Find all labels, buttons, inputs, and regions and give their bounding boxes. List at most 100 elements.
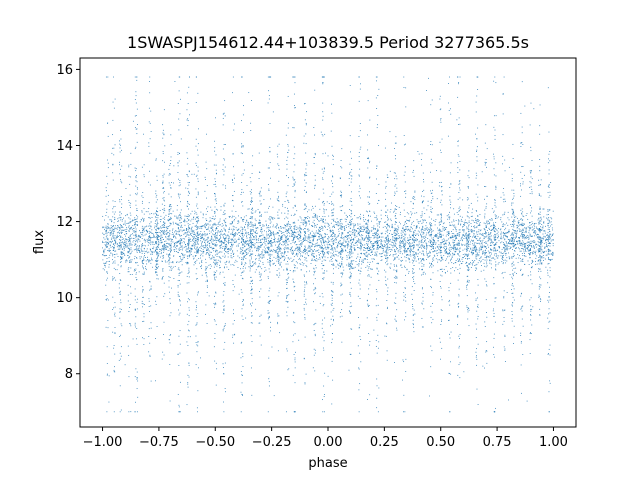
data-point xyxy=(517,243,519,245)
data-point xyxy=(460,218,462,220)
data-point xyxy=(191,245,193,247)
data-point xyxy=(226,266,228,268)
data-point xyxy=(386,251,388,253)
data-point xyxy=(154,227,156,229)
data-point xyxy=(213,256,215,258)
data-point xyxy=(441,239,443,241)
data-point xyxy=(493,238,495,240)
data-point xyxy=(552,253,554,255)
data-point xyxy=(388,225,389,227)
data-point xyxy=(253,263,255,264)
data-point xyxy=(276,223,278,225)
data-point xyxy=(415,254,417,256)
data-point xyxy=(380,209,382,211)
data-point xyxy=(208,256,210,258)
data-point xyxy=(410,226,412,228)
data-point xyxy=(424,229,426,231)
data-point xyxy=(259,242,261,244)
data-point xyxy=(344,236,346,238)
data-point xyxy=(130,247,132,249)
data-point xyxy=(193,240,195,242)
data-point xyxy=(352,252,354,254)
data-point xyxy=(534,232,536,234)
data-point xyxy=(139,256,141,258)
data-point xyxy=(347,216,348,217)
data-point xyxy=(321,218,323,220)
data-point xyxy=(540,242,542,244)
data-point xyxy=(125,224,127,226)
data-point xyxy=(493,211,495,213)
data-point xyxy=(148,260,150,262)
data-point xyxy=(316,245,318,247)
data-point xyxy=(533,231,535,233)
data-point xyxy=(162,238,164,240)
data-point xyxy=(459,244,460,246)
data-point xyxy=(362,230,364,232)
data-point xyxy=(443,268,445,270)
data-point xyxy=(321,243,323,245)
data-point xyxy=(193,258,195,260)
data-point xyxy=(169,245,171,247)
data-point xyxy=(311,225,312,226)
data-point xyxy=(359,259,360,261)
data-point xyxy=(318,236,319,238)
data-point xyxy=(398,221,400,223)
data-point xyxy=(469,233,471,235)
data-point xyxy=(396,228,398,230)
data-point xyxy=(129,253,131,255)
data-point xyxy=(534,235,536,237)
data-point xyxy=(405,228,407,230)
data-point xyxy=(336,222,338,224)
data-point xyxy=(365,243,367,245)
data-point xyxy=(471,215,473,217)
data-point xyxy=(372,243,374,244)
data-point xyxy=(528,252,530,254)
data-point xyxy=(505,248,507,250)
data-point xyxy=(193,264,195,266)
data-point xyxy=(394,235,396,237)
data-point xyxy=(225,236,227,238)
data-point xyxy=(351,260,353,261)
data-point xyxy=(537,228,539,230)
data-point xyxy=(107,216,109,218)
data-point xyxy=(444,229,445,231)
data-point xyxy=(381,245,383,246)
data-point xyxy=(350,274,352,276)
data-point xyxy=(403,246,405,248)
data-point xyxy=(386,243,388,245)
data-point xyxy=(461,262,463,264)
data-point xyxy=(271,243,273,245)
data-point xyxy=(529,222,531,223)
data-point xyxy=(500,233,502,235)
data-point xyxy=(266,240,267,242)
data-point xyxy=(387,238,389,239)
data-point xyxy=(319,208,321,210)
data-point xyxy=(271,232,272,234)
data-point xyxy=(287,244,289,246)
data-point xyxy=(315,260,317,262)
data-point xyxy=(209,243,211,245)
data-point xyxy=(278,245,280,247)
data-point xyxy=(269,261,271,263)
data-point xyxy=(366,235,367,237)
data-point xyxy=(439,229,441,231)
data-point xyxy=(484,246,486,248)
data-point xyxy=(328,224,330,226)
data-point xyxy=(245,252,247,254)
data-point xyxy=(513,226,515,228)
data-point xyxy=(388,246,390,248)
data-point xyxy=(128,241,129,243)
data-point xyxy=(303,224,304,226)
data-point xyxy=(274,251,276,253)
data-point xyxy=(372,246,374,248)
data-point xyxy=(213,223,215,225)
data-point xyxy=(138,250,140,252)
data-point xyxy=(184,224,186,226)
data-point xyxy=(205,266,207,268)
data-point xyxy=(388,233,390,234)
data-point xyxy=(147,225,149,227)
data-point xyxy=(270,235,272,237)
data-point xyxy=(178,231,180,233)
data-point xyxy=(228,251,229,253)
data-point xyxy=(245,215,247,217)
